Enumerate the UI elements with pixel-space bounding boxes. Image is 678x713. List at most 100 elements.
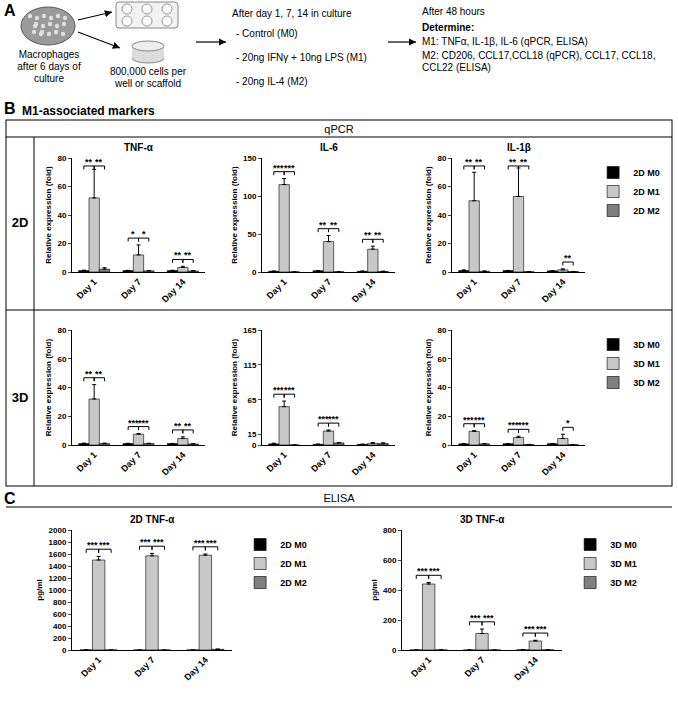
svg-text:***: *** bbox=[429, 566, 440, 576]
svg-text:***: *** bbox=[508, 420, 519, 430]
svg-text:Day 14: Day 14 bbox=[350, 450, 378, 478]
svg-text:40: 40 bbox=[57, 383, 66, 392]
svg-text:pg/ml: pg/ml bbox=[370, 579, 379, 600]
svg-text:2D M0: 2D M0 bbox=[633, 168, 660, 178]
svg-text:***: *** bbox=[194, 538, 205, 548]
svg-text:40: 40 bbox=[57, 211, 66, 220]
svg-text:***: *** bbox=[474, 415, 485, 425]
svg-text:20: 20 bbox=[437, 412, 446, 421]
svg-text:***: *** bbox=[536, 624, 547, 634]
svg-text:2000: 2000 bbox=[49, 526, 67, 535]
svg-text:Day 7: Day 7 bbox=[463, 655, 487, 679]
svg-text:***: *** bbox=[284, 385, 295, 395]
svg-text:15: 15 bbox=[247, 430, 256, 439]
svg-text:**: ** bbox=[364, 230, 372, 240]
svg-text:Day 1: Day 1 bbox=[409, 655, 433, 679]
svg-text:400: 400 bbox=[53, 622, 67, 631]
svg-text:***: *** bbox=[153, 537, 164, 547]
svg-text:3D M0: 3D M0 bbox=[610, 540, 637, 550]
svg-text:**: ** bbox=[85, 157, 93, 167]
svg-text:***: *** bbox=[273, 385, 284, 395]
svg-text:3D TNF-α: 3D TNF-α bbox=[460, 514, 505, 525]
svg-text:IL-1β: IL-1β bbox=[507, 142, 531, 153]
svg-text:Day 14: Day 14 bbox=[160, 450, 188, 478]
svg-text:80: 80 bbox=[437, 154, 446, 163]
svg-text:**: ** bbox=[319, 220, 327, 230]
svg-text:***: *** bbox=[524, 624, 535, 634]
svg-text:Day 1: Day 1 bbox=[455, 277, 479, 301]
svg-text:Day 1: Day 1 bbox=[265, 277, 289, 301]
svg-text:0: 0 bbox=[252, 441, 257, 450]
svg-text:65: 65 bbox=[247, 396, 256, 405]
svg-text:***: *** bbox=[463, 415, 474, 425]
svg-text:***: *** bbox=[140, 537, 151, 547]
svg-text:60: 60 bbox=[437, 182, 446, 191]
svg-text:3D M1: 3D M1 bbox=[633, 359, 660, 369]
svg-text:50: 50 bbox=[247, 230, 256, 239]
svg-text:200: 200 bbox=[53, 634, 67, 643]
svg-text:Day 1: Day 1 bbox=[455, 450, 479, 474]
svg-text:***: *** bbox=[273, 163, 284, 173]
svg-text:3D M2: 3D M2 bbox=[610, 578, 637, 588]
svg-text:Relative expression (fold): Relative expression (fold) bbox=[44, 166, 53, 264]
svg-text:Relative expression (fold): Relative expression (fold) bbox=[424, 166, 433, 264]
svg-text:Day 7: Day 7 bbox=[133, 655, 157, 679]
svg-text:0: 0 bbox=[62, 646, 67, 655]
svg-text:0: 0 bbox=[392, 646, 397, 655]
svg-text:**: ** bbox=[520, 157, 528, 167]
svg-text:***: *** bbox=[206, 538, 217, 548]
svg-text:2D M0: 2D M0 bbox=[280, 540, 307, 550]
svg-text:20: 20 bbox=[57, 412, 66, 421]
svg-text:**: ** bbox=[174, 250, 182, 260]
svg-text:***: *** bbox=[518, 420, 529, 430]
svg-text:Day 14: Day 14 bbox=[540, 450, 568, 478]
svg-text:1400: 1400 bbox=[49, 562, 67, 571]
svg-text:0: 0 bbox=[442, 268, 447, 277]
svg-text:600: 600 bbox=[53, 610, 67, 619]
svg-text:Day 1: Day 1 bbox=[75, 450, 99, 474]
svg-text:*: * bbox=[142, 229, 146, 239]
svg-text:2D M2: 2D M2 bbox=[280, 578, 307, 588]
svg-text:60: 60 bbox=[57, 355, 66, 364]
svg-text:400: 400 bbox=[383, 586, 397, 595]
svg-text:115: 115 bbox=[243, 361, 256, 370]
svg-text:***: *** bbox=[483, 613, 494, 623]
svg-text:Day 7: Day 7 bbox=[499, 450, 523, 474]
svg-text:800: 800 bbox=[383, 526, 397, 535]
svg-text:200: 200 bbox=[383, 616, 397, 625]
svg-text:80: 80 bbox=[57, 326, 66, 335]
svg-text:100: 100 bbox=[243, 192, 257, 201]
svg-text:Day 7: Day 7 bbox=[119, 450, 143, 474]
svg-text:***: *** bbox=[318, 414, 329, 424]
svg-text:3D M1: 3D M1 bbox=[610, 559, 637, 569]
svg-text:Day 1: Day 1 bbox=[265, 450, 289, 474]
svg-text:Day 7: Day 7 bbox=[309, 277, 333, 301]
svg-text:pg/ml: pg/ml bbox=[35, 579, 44, 600]
svg-text:1600: 1600 bbox=[49, 550, 67, 559]
svg-text:60: 60 bbox=[437, 355, 446, 364]
svg-text:***: *** bbox=[417, 566, 428, 576]
svg-text:Day 1: Day 1 bbox=[79, 655, 103, 679]
svg-text:165: 165 bbox=[243, 326, 257, 335]
svg-text:2D M2: 2D M2 bbox=[633, 206, 660, 216]
svg-text:800: 800 bbox=[53, 598, 67, 607]
svg-text:***: *** bbox=[284, 163, 295, 173]
svg-text:**: ** bbox=[174, 421, 182, 431]
svg-text:**: ** bbox=[465, 157, 473, 167]
svg-text:Relative expression (fold): Relative expression (fold) bbox=[44, 338, 53, 436]
svg-text:1000: 1000 bbox=[49, 586, 67, 595]
svg-text:1800: 1800 bbox=[49, 538, 67, 547]
svg-text:Relative expression (fold): Relative expression (fold) bbox=[230, 166, 239, 264]
svg-text:3D M2: 3D M2 bbox=[633, 378, 660, 388]
svg-text:80: 80 bbox=[57, 154, 66, 163]
svg-text:Day 7: Day 7 bbox=[309, 450, 333, 474]
svg-text:20: 20 bbox=[57, 239, 66, 248]
svg-text:**: ** bbox=[95, 157, 103, 167]
svg-text:**: ** bbox=[564, 253, 572, 263]
svg-text:Day 14: Day 14 bbox=[540, 277, 568, 305]
svg-text:80: 80 bbox=[437, 326, 446, 335]
svg-text:60: 60 bbox=[57, 182, 66, 191]
svg-text:2D M1: 2D M1 bbox=[633, 187, 660, 197]
svg-text:**: ** bbox=[184, 421, 192, 431]
svg-text:***: *** bbox=[138, 418, 149, 428]
